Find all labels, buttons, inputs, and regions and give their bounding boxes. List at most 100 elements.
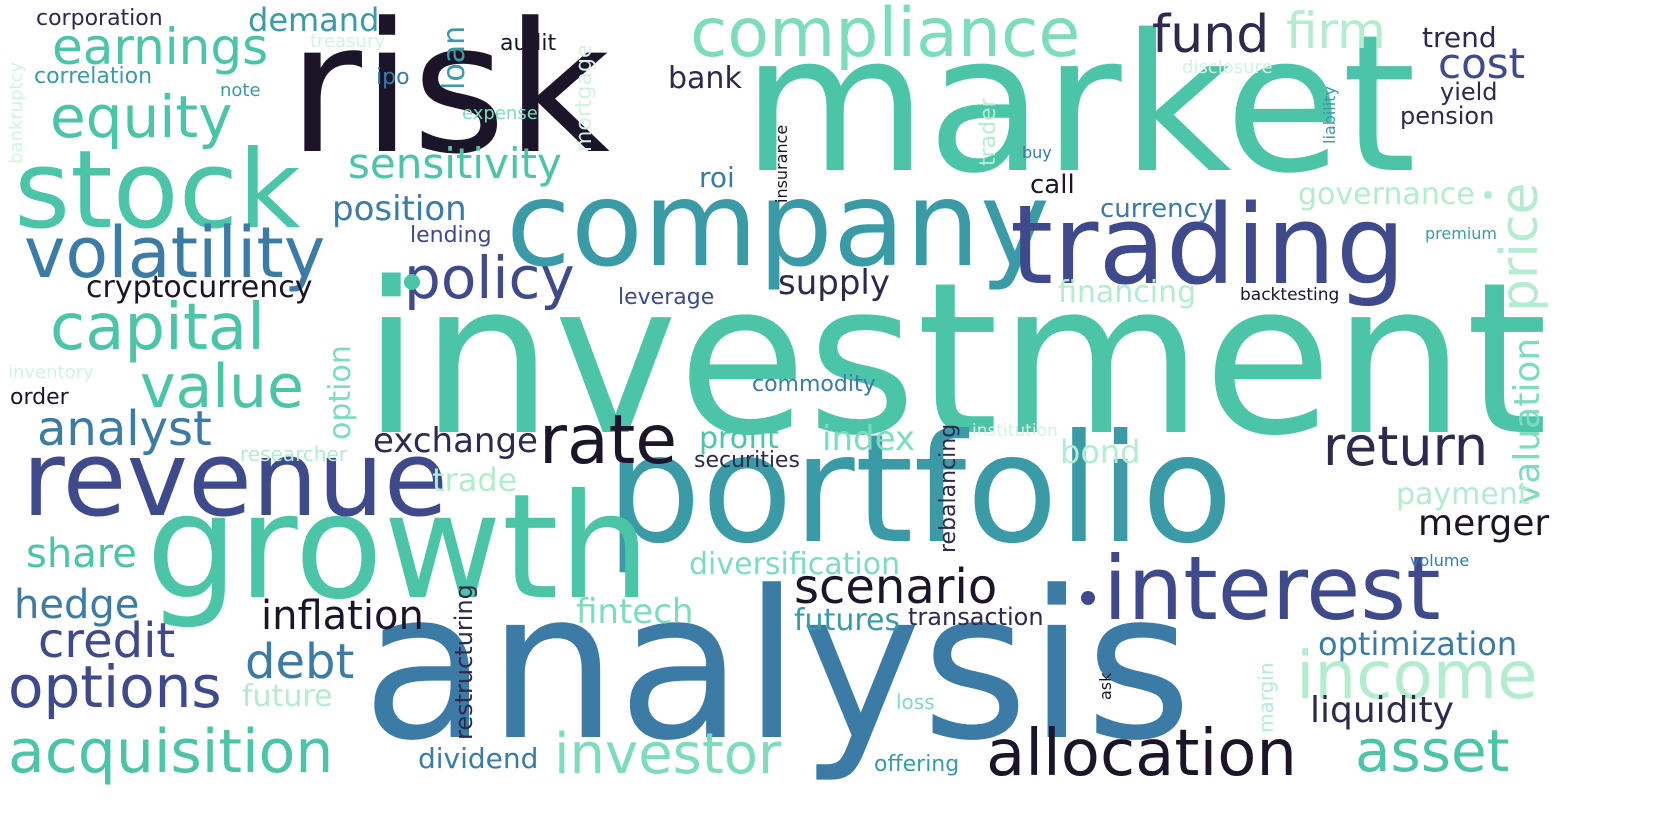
- word-inventory: inventory: [8, 362, 94, 383]
- word-fund: fund: [1152, 5, 1270, 65]
- word-yield: yield: [1440, 78, 1498, 106]
- word-company: company: [506, 155, 1050, 293]
- word-inflation: inflation: [261, 593, 424, 639]
- word-correlation: correlation: [34, 64, 153, 89]
- word-revenue: revenue: [22, 418, 448, 540]
- word-securities: securities: [694, 448, 800, 473]
- word-note: note: [220, 80, 261, 101]
- word-volatility: volatility: [24, 212, 326, 294]
- word-diversification: diversification: [689, 547, 901, 582]
- word-policy: policy: [404, 244, 575, 312]
- word-disclosure: disclosure: [1182, 57, 1273, 78]
- word-optimization: optimization: [1318, 625, 1518, 663]
- word-margin: margin: [1254, 662, 1278, 733]
- word-offering: offering: [874, 752, 960, 777]
- word-market: market: [742, 0, 1417, 215]
- word-firm: firm: [1286, 2, 1386, 60]
- word-analyst: analyst: [37, 401, 212, 457]
- word-position: position: [332, 189, 467, 229]
- word-call: call: [1030, 170, 1075, 200]
- word-earnings: earnings: [52, 18, 269, 76]
- word-investor: investor: [554, 722, 782, 787]
- word-bank: bank: [668, 61, 742, 96]
- word-fintech: fintech: [576, 592, 694, 632]
- word-bond: bond: [1060, 433, 1141, 471]
- word-backtesting: backtesting: [1240, 285, 1340, 305]
- word-researcher: researcher: [240, 442, 348, 466]
- word-buy: buy: [1022, 143, 1052, 162]
- word-analysis: analysis: [362, 548, 1193, 786]
- word-loss: loss: [896, 690, 935, 714]
- word-lending: lending: [410, 223, 492, 248]
- word-value: value: [140, 352, 304, 422]
- word-ipo: ipo: [376, 65, 410, 90]
- word-investment: investment: [362, 237, 1548, 482]
- word-acquisition: acquisition: [8, 717, 334, 787]
- word-corporation: corporation: [36, 6, 163, 31]
- word-leverage: leverage: [618, 285, 715, 310]
- word-payment: payment: [1396, 477, 1530, 512]
- word-premium: premium: [1425, 224, 1497, 243]
- dot-3: [1484, 191, 1492, 199]
- word-interest: interest: [1103, 537, 1441, 640]
- word-demand: demand: [248, 1, 380, 39]
- word-capital: capital: [50, 291, 265, 365]
- word-asset: asset: [1355, 717, 1510, 785]
- word-loan: loan: [437, 25, 472, 90]
- word-trade: trade: [432, 461, 518, 499]
- word-sensitivity: sensitivity: [348, 139, 562, 188]
- word-option: option: [323, 345, 358, 440]
- word-credit: credit: [38, 613, 176, 669]
- word-income: income: [1296, 637, 1538, 714]
- word-ask: ask: [1096, 672, 1115, 700]
- word-return: return: [1323, 415, 1489, 478]
- word-rebalancing: rebalancing: [936, 423, 961, 553]
- word-future: future: [242, 679, 333, 714]
- word-futures: futures: [794, 603, 901, 638]
- word-debt: debt: [245, 634, 355, 690]
- word-rate: rate: [539, 401, 678, 480]
- word-transaction: transaction: [908, 603, 1044, 631]
- word-index: index: [822, 419, 916, 459]
- word-roi: roi: [699, 161, 735, 194]
- word-expense: expense: [462, 103, 538, 124]
- word-treasury: treasury: [310, 31, 386, 52]
- word-allocation: allocation: [986, 717, 1297, 791]
- word-cost: cost: [1438, 39, 1526, 88]
- dot-2: [1081, 591, 1095, 605]
- word-volume: volume: [1410, 551, 1470, 570]
- word-governance: governance: [1298, 177, 1475, 212]
- word-portfolio: portfolio: [606, 403, 1234, 577]
- word-audit: audit: [500, 31, 557, 56]
- word-pension: pension: [1400, 102, 1495, 130]
- word-liquidity: liquidity: [1310, 690, 1454, 731]
- word-exchange: exchange: [373, 421, 538, 461]
- word-equity: equity: [50, 83, 233, 151]
- word-institution: institution: [972, 421, 1058, 441]
- word-stock: stock: [14, 128, 301, 253]
- word-order: order: [10, 385, 69, 410]
- word-options: options: [8, 653, 222, 721]
- word-financing: financing: [1058, 275, 1197, 310]
- word-merger: merger: [1418, 503, 1550, 544]
- word-profit: profit: [699, 421, 779, 456]
- word-cryptocurrency: cryptocurrency: [86, 270, 313, 305]
- word-mortgage: mortgage: [572, 44, 597, 152]
- word-hedge: hedge: [14, 582, 140, 628]
- word-insurance: insurance: [772, 124, 791, 203]
- word-price: price: [1490, 182, 1550, 312]
- word-dividend: dividend: [418, 742, 539, 775]
- word-trading: trading: [1010, 181, 1406, 309]
- word-liability: liability: [1320, 86, 1339, 144]
- word-commodity: commodity: [752, 372, 876, 397]
- word-currency: currency: [1100, 194, 1214, 224]
- dot-1: [404, 274, 420, 290]
- word-share: share: [26, 531, 137, 577]
- word-risk: risk: [288, 0, 611, 194]
- word-supply: supply: [778, 263, 890, 303]
- word-trader: trader: [976, 98, 1001, 166]
- word-trend: trend: [1422, 21, 1497, 54]
- word-compliance: compliance: [690, 0, 1081, 73]
- word-growth: growth: [146, 463, 651, 632]
